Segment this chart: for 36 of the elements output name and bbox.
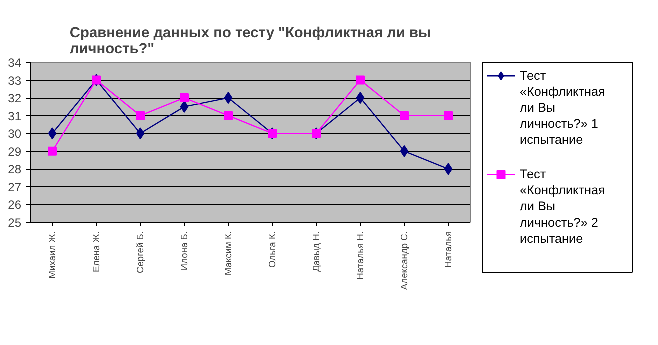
point xyxy=(444,111,453,120)
x-tick-label: Наталья xyxy=(444,231,454,268)
x-tick-label: Давыд Н. xyxy=(312,231,322,272)
point xyxy=(48,128,57,140)
y-tick-label: 31 xyxy=(8,109,22,124)
legend-label: Тест «Конфликтная ли Вы личность?» 2 испытание xyxy=(520,168,606,246)
x-tick-label: Михаил Ж. xyxy=(48,231,58,279)
y-tick-label: 28 xyxy=(8,162,22,177)
chart-title: Сравнение данных по тесту "Конфликтная ли вы личность?" xyxy=(70,26,432,58)
x-tick-label: Максим К. xyxy=(224,232,234,276)
y-tick-label: 26 xyxy=(8,198,22,212)
point xyxy=(224,111,233,120)
point xyxy=(356,92,365,104)
x-tick-label: Ольга К. xyxy=(268,231,278,268)
x-tick-label: Елена Ж. xyxy=(92,231,102,272)
y-tick-label: 29 xyxy=(8,144,22,159)
point xyxy=(224,92,233,104)
y-tick-label: 34 xyxy=(8,56,22,70)
x-tick-label: Илона Б. xyxy=(180,231,190,271)
point xyxy=(400,145,409,158)
y-tick-label: 27 xyxy=(8,180,22,194)
y-tick-label: 32 xyxy=(8,92,22,106)
x-tick-label: Сергей Б. xyxy=(136,231,146,274)
point xyxy=(180,94,189,103)
y-tick-label: 30 xyxy=(8,127,22,142)
point xyxy=(48,146,57,156)
x-tick-label: Наталья Н. xyxy=(356,231,366,280)
point xyxy=(400,111,409,120)
legend-label: Тест «Конфликтная ли Вы личность?» 1 испытание xyxy=(520,68,606,148)
y-tick-label: 33 xyxy=(8,74,22,88)
y-tick-label: 25 xyxy=(8,216,22,230)
point xyxy=(356,76,365,85)
point xyxy=(444,163,453,176)
point xyxy=(136,111,145,120)
x-tick-label: Александр С. xyxy=(400,232,410,290)
point xyxy=(136,128,145,140)
